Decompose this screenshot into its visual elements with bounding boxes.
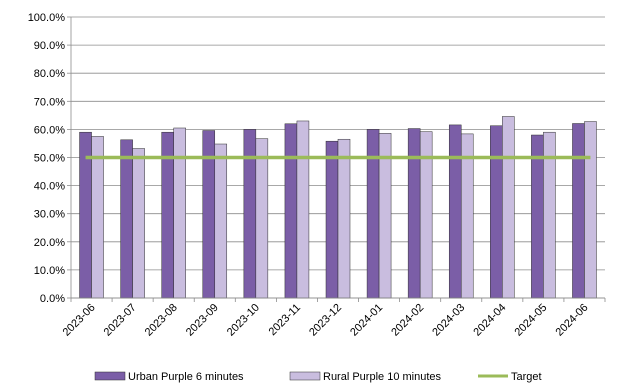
bar-rural bbox=[337, 138, 351, 299]
x-axis-ticks: 2023-06 2023-07 2023-08 2023-09 2023-10 2023-… bbox=[61, 302, 591, 339]
bar-urban bbox=[120, 139, 133, 299]
x-tick-label: 2023-10 bbox=[225, 302, 262, 339]
bar-urban bbox=[572, 123, 585, 299]
bar-urban bbox=[366, 129, 380, 299]
legend-target-label: Target bbox=[511, 371, 542, 383]
bar-rural bbox=[91, 136, 104, 299]
bar-rural bbox=[584, 121, 597, 299]
y-axis-ticks: 0.0% 10.0% 20.0% 30.0% 40.0% 50.0% 60.0% 70.0% 8… bbox=[28, 12, 66, 305]
bar-rural bbox=[132, 148, 145, 299]
x-tick-label: 2023-11 bbox=[267, 302, 303, 338]
y-tick-label: 90.0% bbox=[34, 40, 65, 52]
y-tick-label: 60.0% bbox=[34, 124, 65, 136]
legend: Urban Purple 6 minutes Rural Purple 10 mi… bbox=[94, 371, 542, 383]
y-tick-label: 70.0% bbox=[34, 96, 65, 108]
bar-rural bbox=[502, 116, 515, 299]
x-tick-label: 2023-08 bbox=[143, 302, 180, 339]
legend-urban-swatch bbox=[94, 371, 126, 381]
x-tick-label: 2024-03 bbox=[430, 302, 467, 339]
bar-urban bbox=[490, 125, 503, 299]
bar-urban bbox=[448, 124, 462, 299]
x-tick-label: 2024-05 bbox=[512, 302, 549, 339]
legend-urban-label: Urban Purple 6 minutes bbox=[128, 371, 244, 383]
bar-urban bbox=[202, 130, 216, 299]
y-tick-label: 30.0% bbox=[34, 209, 65, 221]
legend-rural-swatch bbox=[289, 371, 321, 381]
x-tick-label: 2024-04 bbox=[471, 302, 508, 339]
y-tick-label: 100.0% bbox=[28, 12, 66, 24]
legend-rural-label: Rural Purple 10 minutes bbox=[323, 371, 442, 383]
y-tick-label: 50.0% bbox=[34, 153, 65, 165]
axes bbox=[70, 17, 606, 302]
y-tick-label: 80.0% bbox=[34, 68, 65, 80]
bars bbox=[79, 116, 597, 299]
bar-urban bbox=[325, 140, 339, 299]
bar-rural bbox=[255, 138, 269, 299]
bar-urban bbox=[284, 123, 298, 299]
bar-urban bbox=[407, 128, 421, 299]
x-tick-label: 2024-01 bbox=[348, 302, 385, 339]
y-tick-label: 0.0% bbox=[40, 293, 65, 305]
y-tick-label: 10.0% bbox=[34, 265, 65, 277]
x-tick-label: 2023-12 bbox=[307, 302, 344, 339]
bar-urban bbox=[243, 129, 257, 299]
x-tick-label: 2024-02 bbox=[389, 302, 426, 339]
bar-rural bbox=[214, 143, 228, 299]
bar-rural bbox=[296, 120, 310, 299]
bar-rural bbox=[173, 127, 186, 299]
x-tick-label: 2023-09 bbox=[184, 302, 221, 339]
y-tick-label: 40.0% bbox=[34, 181, 65, 193]
x-tick-label: 2024-06 bbox=[554, 302, 591, 339]
bar-urban bbox=[531, 134, 544, 299]
y-tick-label: 20.0% bbox=[34, 237, 65, 249]
x-tick-label: 2023-06 bbox=[61, 302, 98, 339]
x-tick-label: 2023-07 bbox=[102, 302, 139, 339]
